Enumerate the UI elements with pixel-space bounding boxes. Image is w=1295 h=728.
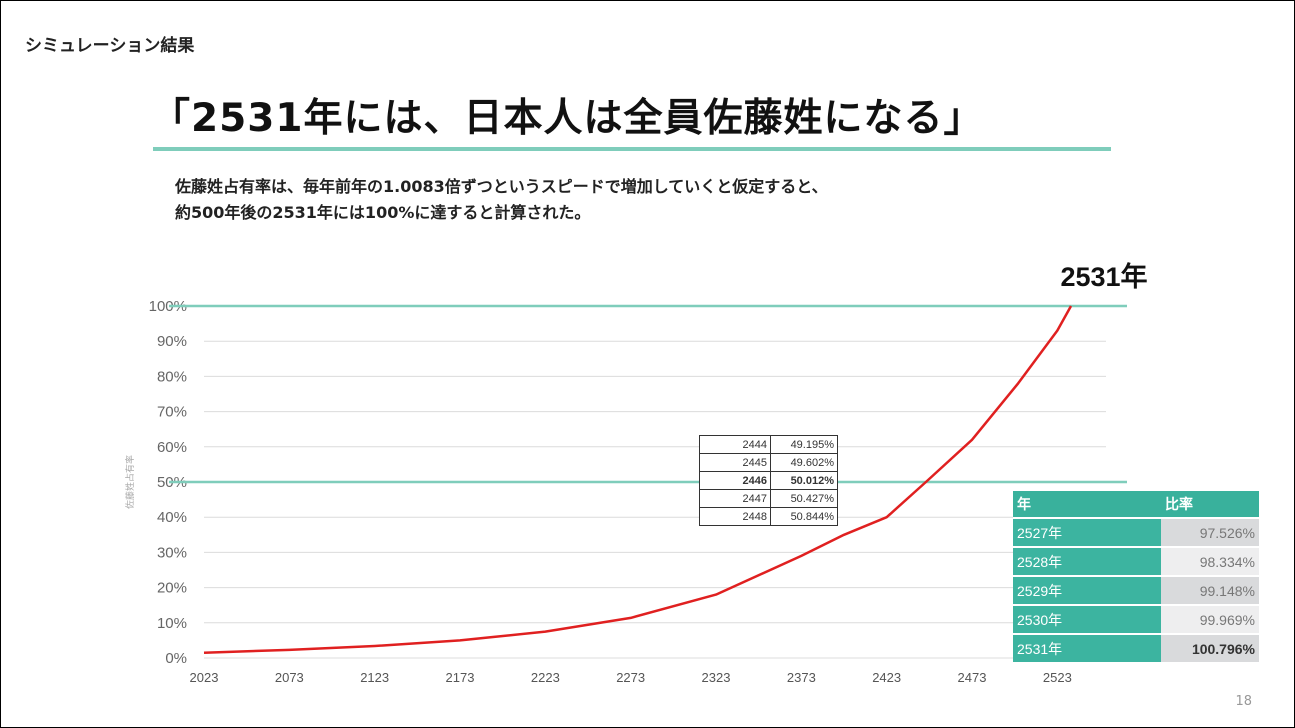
y-tick-label: 30% xyxy=(157,544,187,561)
mid-table-year: 2444 xyxy=(699,435,771,454)
mid-table-row: 2446 50.012% xyxy=(699,471,838,490)
x-tick-label: 2123 xyxy=(360,670,389,685)
mid-table-rate: 49.602% xyxy=(770,453,838,472)
y-tick-label: 20% xyxy=(157,580,187,597)
y-axis-label: 佐藤姓占有率 xyxy=(124,455,136,509)
y-tick-label: 10% xyxy=(157,615,187,632)
end-table-year: 2529年 xyxy=(1013,575,1161,605)
end-table-header: 年 xyxy=(1013,491,1161,518)
end-year-callout: 2531年 xyxy=(1060,261,1147,292)
y-tick-label: 0% xyxy=(165,650,187,667)
end-table-year: 2531年 xyxy=(1013,633,1161,662)
y-tick-label: 70% xyxy=(157,404,187,421)
y-tick-label: 60% xyxy=(157,439,187,456)
mid-table-rate: 49.195% xyxy=(770,435,838,454)
end-table-rate: 98.334% xyxy=(1161,546,1259,576)
x-tick-label: 2523 xyxy=(1043,670,1072,685)
end-table-row: 2528年 98.334% xyxy=(1013,546,1259,576)
x-tick-label: 2323 xyxy=(702,670,731,685)
end-table-row: 2531年 100.796% xyxy=(1013,633,1259,662)
final-years-table: 年比率 2527年 97.526% 2528年 98.334% 2529年 99.148% 2… xyxy=(1013,491,1259,662)
x-tick-label: 2273 xyxy=(616,670,645,685)
mid-table-rate: 50.427% xyxy=(770,489,838,508)
headline-underline xyxy=(153,147,1111,151)
description: 佐藤姓占有率は、毎年前年の1.0083倍ずつというスピードで増加していくと仮定す… xyxy=(175,174,828,226)
x-tick-label: 2423 xyxy=(872,670,901,685)
x-tick-label: 2023 xyxy=(190,670,219,685)
description-line-2: 約500年後の2531年には100%に達すると計算された。 xyxy=(175,203,591,222)
mid-table-rate: 50.844% xyxy=(770,507,838,526)
y-tick-label: 80% xyxy=(157,368,187,385)
mid-table-row: 2448 50.844% xyxy=(699,507,838,526)
x-tick-label: 2373 xyxy=(787,670,816,685)
mid-table-row: 2445 49.602% xyxy=(699,453,838,472)
end-table-header: 比率 xyxy=(1161,491,1259,518)
mid-table-year: 2448 xyxy=(699,507,771,526)
x-tick-label: 2473 xyxy=(958,670,987,685)
end-table-year: 2530年 xyxy=(1013,604,1161,634)
section-label: シミュレーション結果 xyxy=(25,36,195,56)
mid-year-table: 2444 49.195% 2445 49.602% 2446 50.012% 2447 50.… xyxy=(699,435,838,526)
y-tick-label: 90% xyxy=(157,333,187,350)
end-table-year: 2528年 xyxy=(1013,546,1161,576)
x-tick-label: 2073 xyxy=(275,670,304,685)
mid-table-year: 2446 xyxy=(699,471,771,490)
end-table-rate: 100.796% xyxy=(1161,633,1259,662)
description-line-1: 佐藤姓占有率は、毎年前年の1.0083倍ずつというスピードで増加していくと仮定す… xyxy=(175,177,828,196)
end-table-row: 2530年 99.969% xyxy=(1013,604,1259,634)
end-table-row: 2527年 97.526% xyxy=(1013,517,1259,547)
mid-table-row: 2444 49.195% xyxy=(699,435,838,454)
mid-table-row: 2447 50.427% xyxy=(699,489,838,508)
mid-table-rate: 50.012% xyxy=(770,471,838,490)
headline: 「2531年には、日本人は全員佐藤姓になる」 xyxy=(151,96,984,141)
end-table-rate: 97.526% xyxy=(1161,517,1259,547)
mid-table-year: 2447 xyxy=(699,489,771,508)
x-tick-label: 2173 xyxy=(446,670,475,685)
share-curve xyxy=(203,305,1073,654)
end-table-year: 2527年 xyxy=(1013,517,1161,547)
end-table-row: 2529年 99.148% xyxy=(1013,575,1259,605)
end-table-header-row: 年比率 xyxy=(1013,491,1259,518)
end-table-rate: 99.148% xyxy=(1161,575,1259,605)
mid-table-year: 2445 xyxy=(699,453,771,472)
page-number: 18 xyxy=(1235,694,1252,709)
end-table-rate: 99.969% xyxy=(1161,604,1259,634)
x-tick-label: 2223 xyxy=(531,670,560,685)
y-tick-label: 100% xyxy=(149,298,187,315)
y-tick-label: 40% xyxy=(157,509,187,526)
